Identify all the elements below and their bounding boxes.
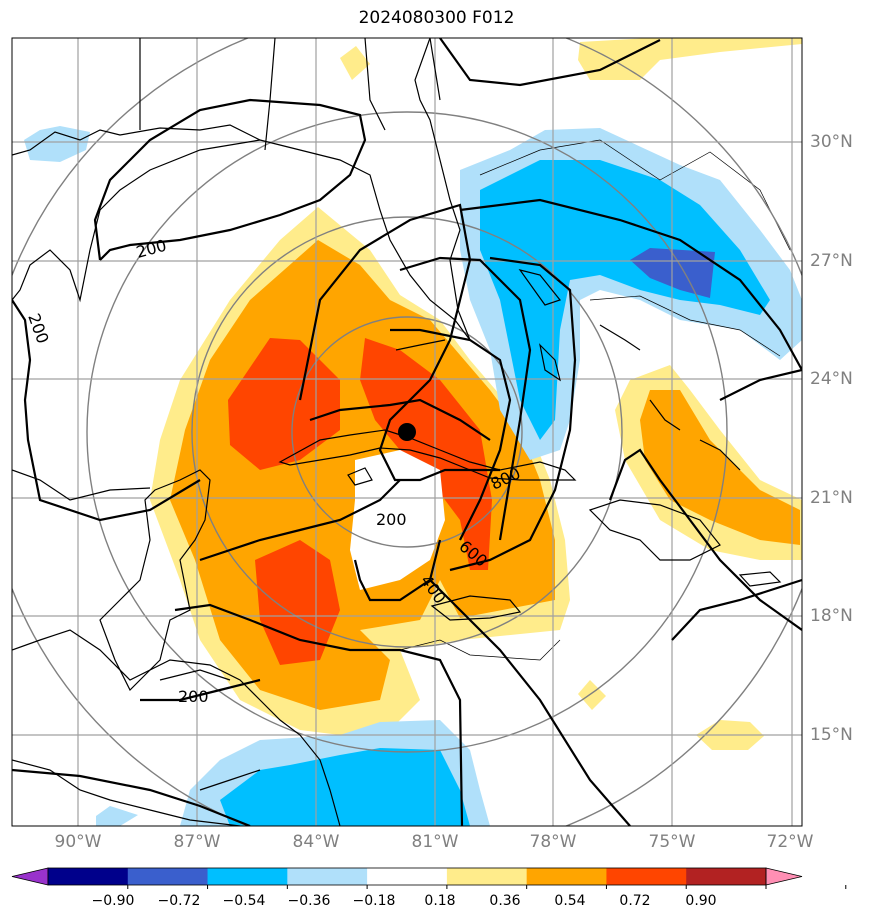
contour-400 [390, 328, 512, 541]
contour-south-2 [429, 579, 631, 826]
colorbar-swatch [606, 868, 687, 885]
lon-label-84w: 84°W [292, 832, 340, 852]
yucatan [99, 469, 211, 692]
contour-east-low [608, 448, 802, 631]
map-panel: 200 200 200 200 800 600 400 [12, 38, 802, 826]
central-america [12, 629, 341, 826]
north-america-interior [12, 139, 261, 303]
range-rings [12, 38, 802, 826]
contour-ne-inner [719, 368, 802, 401]
bahamas-5 [699, 439, 741, 471]
honduras-coast [159, 669, 231, 681]
jamaica [430, 595, 522, 621]
lon-label-78w: 78°W [529, 832, 577, 852]
shade-red-west-b [255, 540, 340, 665]
contour-800 [298, 203, 500, 482]
colorbar-swatch [686, 868, 767, 885]
contour-label-200-north: 200 [134, 236, 168, 262]
lat-label-27n: 27°N [810, 251, 853, 271]
bahamas-1 [539, 343, 561, 382]
shaded-field [24, 38, 802, 826]
lat-label-24n: 24°N [810, 369, 853, 389]
colorbar-label: 0.72 [619, 893, 651, 909]
shade-yellow-dot [340, 46, 370, 80]
contour-label-200-south: 200 [178, 687, 209, 706]
lon-label-81w: 81°W [411, 832, 459, 852]
contour-south-1 [174, 603, 464, 826]
colorbar-swatch [367, 868, 448, 885]
isle-of-youth [347, 467, 373, 486]
colorbar-swatch [48, 868, 129, 885]
contour-200-sw [140, 678, 261, 702]
state-lines [139, 38, 441, 151]
shade-yellow-small-1 [578, 680, 606, 710]
colorbar-border [47, 867, 767, 886]
puerto-rico [738, 571, 782, 587]
contour-200-inner-north [309, 398, 491, 441]
bahamas-3 [599, 324, 641, 351]
colorbar-swatch [287, 868, 368, 885]
lat-lon-grid [12, 38, 802, 826]
map-frame [11, 37, 803, 827]
lat-label-21n: 21°N [810, 488, 853, 508]
contour-600 [399, 256, 532, 541]
colorbar-swatch [207, 868, 288, 885]
height-contours [12, 38, 802, 826]
shade-orange-east [640, 390, 800, 545]
contour-200-west [12, 299, 201, 522]
lon-label-75w: 75°W [648, 832, 696, 852]
colorbar-label: −0.90 [91, 893, 135, 909]
colorbar-label: 0.18 [424, 893, 456, 909]
shade-red-west-a [228, 338, 340, 470]
lon-label-87w: 87°W [173, 832, 221, 852]
colorbar-label: −0.54 [222, 893, 266, 909]
contour-400-lower [353, 539, 442, 602]
colorbar-label: 0.54 [554, 893, 586, 909]
colorbar-label: 0.36 [489, 893, 521, 909]
colorbar-extend-low [11, 867, 49, 886]
shade-yellow-north [578, 38, 802, 80]
colorbar-label: −0.36 [287, 893, 331, 909]
shade-white-core [350, 450, 445, 590]
colorbar-label: −0.72 [157, 893, 201, 909]
bahamas-2 [518, 269, 562, 306]
colorbar-swatch [526, 868, 607, 885]
cuba [278, 429, 577, 481]
contour-mid [199, 479, 401, 562]
colorbar-label: −0.18 [352, 893, 396, 909]
gulf-of-mexico-west [12, 469, 151, 501]
contour-200-south [12, 768, 251, 826]
colorbar-label: 0.90 [685, 893, 717, 909]
us-gulf-coast [12, 38, 471, 341]
contour-main-east [449, 256, 577, 572]
coastlines [12, 38, 782, 826]
contour-outer-east-2 [459, 198, 802, 371]
colorbar-swatch [127, 868, 209, 885]
shade-outlines [399, 139, 791, 661]
bahamas-4 [649, 399, 681, 431]
contour-label-200-center: 200 [376, 510, 407, 529]
nicaragua [199, 769, 261, 791]
plot-title: 2024080300 F012 [358, 8, 515, 28]
colorbar [11, 867, 847, 889]
contour-east-lower [671, 578, 802, 641]
lat-label-15n: 15°N [810, 725, 853, 745]
shade-blue-south [220, 748, 470, 826]
colorbar-swatch [446, 868, 528, 885]
colorbar-extend-high [765, 867, 803, 886]
mexico-belize [12, 759, 241, 826]
shade-lightblue-nw [24, 126, 90, 162]
hispaniola [588, 499, 721, 561]
lat-label-30n: 30°N [810, 132, 853, 152]
contour-200-north [93, 98, 367, 261]
lon-label-72w: 72°W [766, 832, 814, 852]
contour-outer-east-1 [439, 38, 661, 87]
shade-lightblue-small [96, 806, 138, 826]
lat-label-18n: 18°N [810, 606, 853, 626]
lon-label-90w: 90°W [54, 832, 102, 852]
storm-center-marker [398, 423, 416, 441]
florida-keys [395, 339, 446, 351]
